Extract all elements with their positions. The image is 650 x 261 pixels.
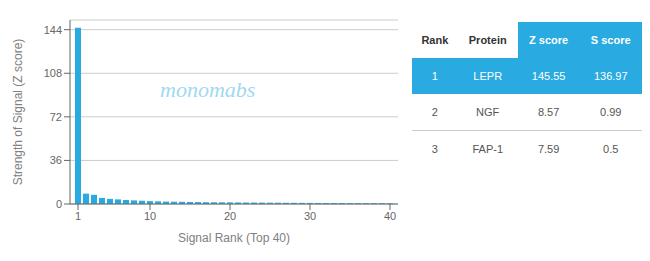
html-text:Rank: Rank [421, 34, 449, 46]
html-text:8.57: 8.57 [537, 106, 560, 118]
html-text:1: 1 [431, 70, 438, 82]
svg-text:1: 1 [75, 210, 81, 222]
svg-text:108: 108 [44, 67, 62, 79]
html-text:NGF: NGF [476, 106, 500, 118]
svg-text:40: 40 [384, 210, 396, 222]
html-text:FAP-1: FAP-1 [472, 143, 503, 155]
html-text:LEPR: LEPR [473, 70, 503, 82]
svg-text:36: 36 [50, 154, 62, 166]
html-text:145.55: 145.55 [531, 70, 566, 82]
html-text:7.59: 7.59 [537, 143, 560, 155]
svg-text:72: 72 [50, 111, 62, 123]
html-text:monomabs: monomabs [160, 76, 256, 102]
svg-text:10: 10 [144, 210, 156, 222]
html-text:0.5: 0.5 [603, 143, 619, 155]
svg-text:144: 144 [44, 24, 62, 36]
svg-text:Signal Rank (Top 40): Signal Rank (Top 40) [178, 231, 290, 245]
html-text:S score: S score [590, 34, 631, 46]
html-text:2: 2 [431, 106, 438, 118]
html-text:136.97: 136.97 [593, 70, 628, 82]
svg-text:Strength of Signal (Z score): Strength of Signal (Z score) [11, 39, 25, 186]
svg-text:0: 0 [56, 198, 62, 210]
svg-text:30: 30 [304, 210, 316, 222]
html-text:Z score: Z score [529, 34, 569, 46]
html-text:0.99: 0.99 [600, 106, 622, 118]
html-text:Protein: Protein [468, 34, 507, 46]
html-text:3: 3 [431, 143, 438, 155]
svg-text:20: 20 [224, 210, 236, 222]
